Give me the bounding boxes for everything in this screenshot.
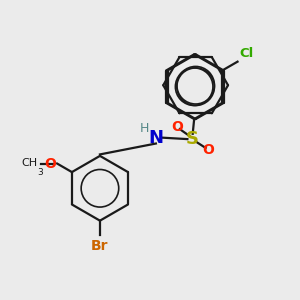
Text: O: O — [171, 120, 183, 134]
Text: Br: Br — [91, 239, 109, 253]
Text: 3: 3 — [37, 168, 43, 177]
Text: Cl: Cl — [239, 47, 253, 60]
Text: O: O — [202, 143, 214, 157]
Text: H: H — [140, 122, 149, 135]
Text: S: S — [186, 130, 199, 148]
Text: O: O — [45, 157, 56, 170]
Text: CH: CH — [22, 158, 38, 168]
Text: N: N — [148, 129, 164, 147]
